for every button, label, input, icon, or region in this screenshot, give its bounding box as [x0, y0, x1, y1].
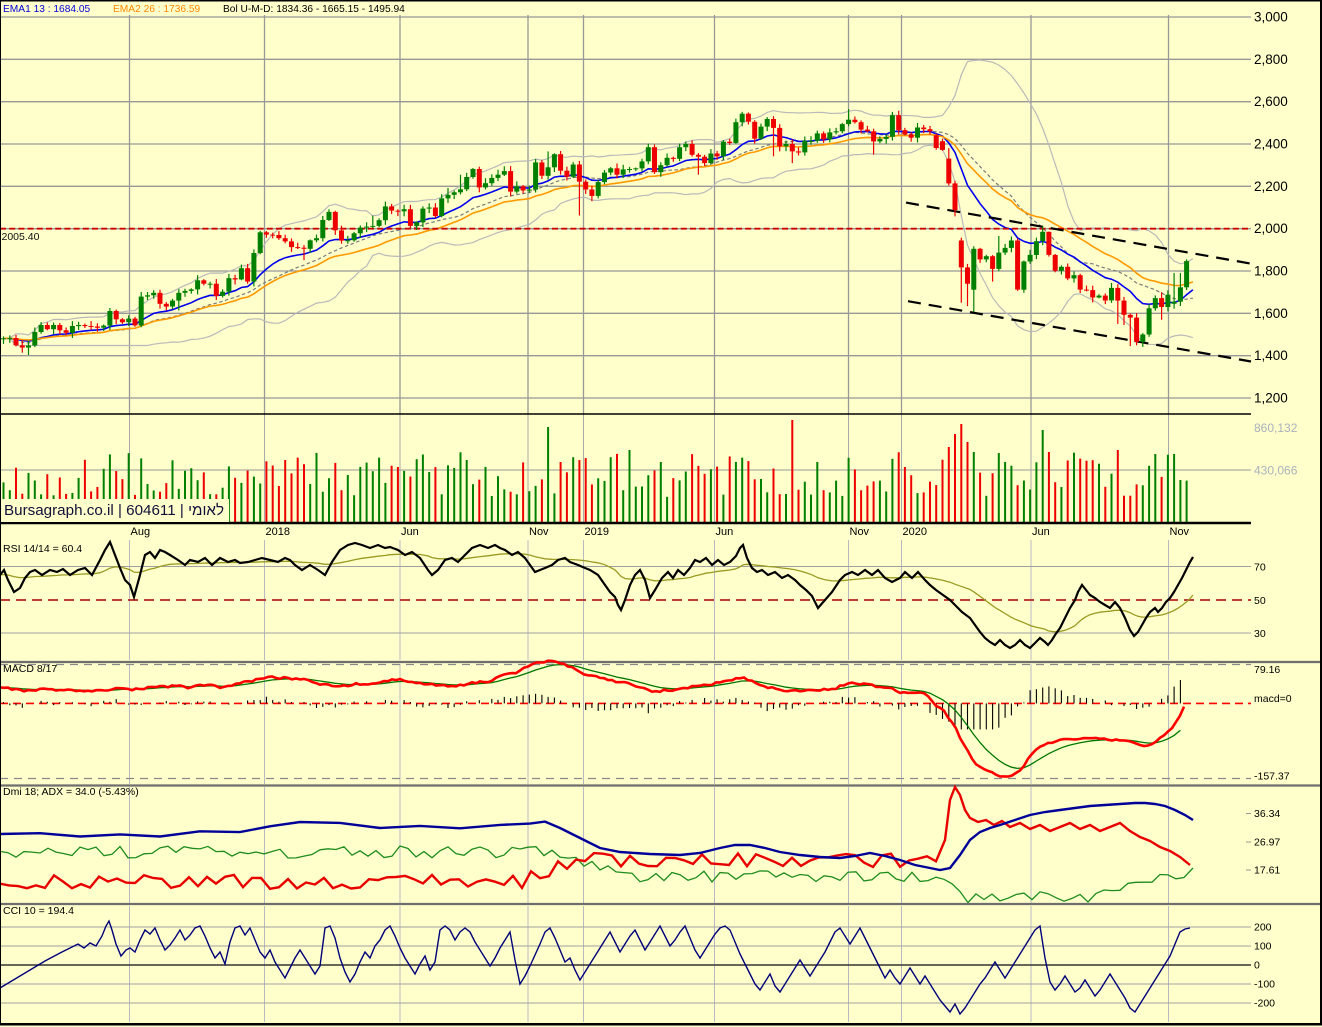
svg-text:Dmi 18; ADX = 34.0 (-5.43%): Dmi 18; ADX = 34.0 (-5.43%) [3, 786, 139, 798]
svg-text:200: 200 [1254, 922, 1272, 934]
svg-text:30: 30 [1254, 628, 1266, 640]
svg-text:Aug: Aug [131, 526, 151, 538]
svg-text:Nov: Nov [1170, 526, 1190, 538]
svg-text:2,000: 2,000 [1254, 221, 1288, 236]
svg-text:Nov: Nov [529, 526, 549, 538]
svg-text:0: 0 [1254, 960, 1260, 972]
svg-text:2,600: 2,600 [1254, 94, 1288, 109]
svg-text:860,132: 860,132 [1254, 421, 1298, 435]
svg-text:CCI 10 = 194.4: CCI 10 = 194.4 [3, 905, 74, 917]
svg-text:2,800: 2,800 [1254, 52, 1288, 67]
svg-text:36.34: 36.34 [1254, 808, 1280, 820]
svg-text:17.61: 17.61 [1254, 865, 1280, 877]
svg-text:2,200: 2,200 [1254, 179, 1288, 194]
svg-text:Bol U-M-D: 1834.36 - 1665.15 -: Bol U-M-D: 1834.36 - 1665.15 - 1495.94 [223, 4, 405, 15]
svg-text:1,200: 1,200 [1254, 391, 1288, 406]
svg-text:2020: 2020 [903, 526, 927, 538]
svg-text:3,000: 3,000 [1254, 10, 1288, 25]
svg-text:-200: -200 [1254, 998, 1275, 1010]
svg-text:Jun: Jun [716, 526, 734, 538]
svg-text:-157.37: -157.37 [1254, 771, 1290, 783]
svg-text:-100: -100 [1254, 979, 1275, 991]
svg-text:Jun: Jun [401, 526, 419, 538]
svg-text:2019: 2019 [585, 526, 609, 538]
svg-text:430,066: 430,066 [1254, 464, 1298, 478]
svg-text:Nov: Nov [850, 526, 870, 538]
svg-text:26.97: 26.97 [1254, 837, 1280, 849]
svg-text:Bursagraph.co.il | 604611 | לא: Bursagraph.co.il | 604611 | לאומי [4, 502, 224, 519]
svg-text:2018: 2018 [266, 526, 290, 538]
svg-text:Jun: Jun [1032, 526, 1050, 538]
svg-text:macd=0: macd=0 [1254, 693, 1292, 705]
svg-text:EMA2 26 : 1736.59: EMA2 26 : 1736.59 [113, 4, 201, 15]
svg-text:1,800: 1,800 [1254, 264, 1288, 279]
svg-text:1,600: 1,600 [1254, 306, 1288, 321]
svg-text:70: 70 [1254, 562, 1266, 574]
svg-text:1,400: 1,400 [1254, 348, 1288, 363]
svg-text:100: 100 [1254, 941, 1272, 953]
svg-text:2005.40: 2005.40 [2, 231, 40, 243]
svg-text:79.16: 79.16 [1254, 664, 1280, 676]
svg-text:MACD 8/17: MACD 8/17 [3, 663, 57, 675]
svg-text:2,400: 2,400 [1254, 137, 1288, 152]
svg-text:EMA1 13 : 1684.05: EMA1 13 : 1684.05 [3, 4, 91, 15]
svg-text:RSI 14/14 = 60.4: RSI 14/14 = 60.4 [3, 543, 82, 555]
svg-text:50: 50 [1254, 595, 1266, 607]
